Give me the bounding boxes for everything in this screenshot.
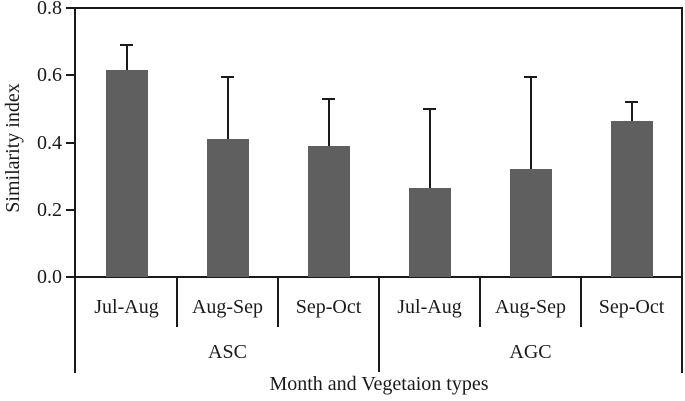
- category-separator-line: [176, 277, 178, 327]
- y-tick-label: 0.0: [37, 266, 62, 288]
- y-axis-tick: [66, 276, 74, 278]
- plot-border-top: [75, 7, 683, 9]
- error-bar-cap-agc-sep-oct: [625, 101, 638, 104]
- bar-agc-aug-sep: [509, 169, 552, 277]
- category-separator-line: [277, 277, 279, 327]
- error-bar-asc-aug-sep: [226, 76, 229, 140]
- error-bar-cap-asc-jul-aug: [120, 43, 133, 46]
- error-bar-cap-agc-aug-sep: [524, 75, 537, 78]
- y-axis-tick: [66, 208, 74, 211]
- error-bar-cap-agc-jul-aug: [423, 107, 436, 110]
- plot-border-left: [74, 7, 76, 373]
- bar-asc-aug-sep: [206, 139, 249, 277]
- y-axis-tick: [66, 7, 74, 9]
- x-category-label-asc-sep-oct: Sep-Oct: [295, 296, 362, 318]
- bar-asc-sep-oct: [307, 145, 350, 277]
- y-axis-tick: [66, 74, 74, 77]
- group-separator-line: [378, 277, 380, 372]
- x-group-label-asc: ASC: [208, 341, 247, 363]
- error-bar-asc-jul-aug: [125, 44, 128, 71]
- bar-agc-sep-oct: [610, 120, 653, 277]
- error-bar-cap-asc-aug-sep: [221, 75, 234, 78]
- error-bar-agc-aug-sep: [529, 76, 532, 170]
- x-category-label-agc-jul-aug: Jul-Aug: [397, 296, 462, 318]
- plot-border-right: [681, 7, 683, 373]
- x-category-label-agc-aug-sep: Aug-Sep: [494, 296, 567, 318]
- x-axis-line: [68, 276, 683, 278]
- x-category-label-agc-sep-oct: Sep-Oct: [598, 296, 665, 318]
- bar-agc-jul-aug: [408, 187, 451, 277]
- x-category-label-asc-aug-sep: Aug-Sep: [191, 296, 264, 318]
- x-axis-title: Month and Vegetaion types: [269, 373, 489, 395]
- y-axis-tick: [66, 141, 74, 144]
- x-category-label-asc-jul-aug: Jul-Aug: [94, 296, 159, 318]
- y-tick-label: 0.6: [37, 64, 62, 87]
- y-tick-label: 0.2: [37, 198, 62, 221]
- bar-asc-jul-aug: [105, 70, 148, 277]
- error-bar-cap-asc-sep-oct: [322, 97, 335, 100]
- error-bar-agc-jul-aug: [428, 108, 431, 188]
- x-group-label-agc: AGC: [509, 341, 552, 363]
- error-bar-agc-sep-oct: [630, 102, 633, 121]
- category-separator-line: [479, 277, 481, 327]
- y-tick-label: 0.4: [37, 131, 62, 154]
- category-separator-line: [580, 277, 582, 327]
- error-bar-asc-sep-oct: [327, 98, 330, 146]
- y-tick-label: 0.8: [37, 0, 62, 19]
